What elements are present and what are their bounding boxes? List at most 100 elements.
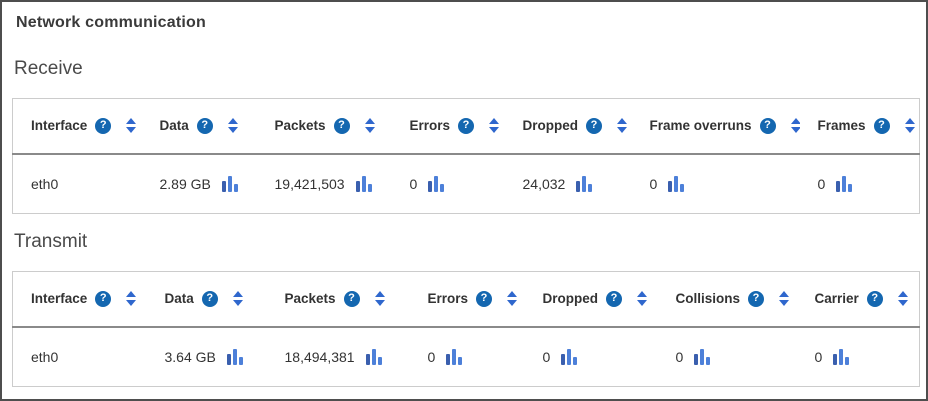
column-header-frame-overruns: Frame overruns ? — [631, 98, 800, 155]
sort-toggle-icon[interactable] — [790, 118, 800, 134]
column-header-collisions: Collisions ? — [657, 271, 797, 328]
sort-toggle-icon[interactable] — [126, 291, 137, 307]
sort-toggle-icon[interactable] — [779, 291, 790, 307]
column-label: Errors — [427, 291, 469, 307]
cell-value: 0 — [427, 348, 436, 365]
help-icon[interactable]: ? — [333, 117, 350, 134]
cell-dropped: 24,032 — [505, 154, 632, 214]
column-label: Packets — [284, 291, 336, 307]
column-header-interface: Interface ? — [12, 98, 142, 155]
column-label: Data — [164, 291, 194, 307]
column-label: Interface — [31, 291, 88, 307]
cell-interface: eth0 — [13, 154, 142, 214]
help-icon[interactable]: ? — [748, 290, 765, 307]
cell-dropped: 0 — [525, 327, 658, 387]
column-header-data: Data ? — [146, 271, 267, 328]
sort-toggle-icon[interactable] — [126, 118, 137, 134]
help-icon[interactable]: ? — [759, 117, 776, 134]
sort-toggle-icon[interactable] — [489, 118, 500, 134]
bar-chart-icon[interactable] — [576, 175, 593, 192]
cell-value: 0 — [814, 348, 823, 365]
cell-collisions: 0 — [658, 327, 797, 387]
help-icon[interactable]: ? — [95, 117, 112, 134]
cell-errors: 0 — [410, 327, 525, 387]
bar-chart-icon[interactable] — [221, 175, 238, 192]
cell-value: 18,494,381 — [284, 348, 355, 365]
cell-value: 24,032 — [522, 175, 566, 192]
bar-chart-icon[interactable] — [833, 348, 850, 365]
page-title: Network communication — [16, 14, 207, 31]
cell-packets: 19,421,503 — [257, 154, 392, 214]
transmit-table: Interface ? Data ? Packets ? — [12, 271, 920, 387]
column-label: Dropped — [522, 118, 579, 134]
column-header-packets: Packets ? — [256, 98, 392, 155]
sort-toggle-icon[interactable] — [374, 291, 385, 307]
column-header-dropped: Dropped ? — [504, 98, 632, 155]
bar-chart-icon[interactable] — [561, 348, 578, 365]
table-row: eth0 2.89 GB 19,421,503 — [13, 154, 920, 214]
cell-value: 3.64 GB — [164, 348, 216, 365]
cell-frames: 0 — [800, 154, 920, 214]
cell-value: 0 — [409, 175, 418, 192]
bar-chart-icon[interactable] — [226, 348, 243, 365]
column-header-dropped: Dropped ? — [524, 271, 658, 328]
sort-toggle-icon[interactable] — [617, 118, 627, 134]
help-icon[interactable]: ? — [196, 117, 213, 134]
cell-value: 19,421,503 — [274, 175, 345, 192]
bar-chart-icon[interactable] — [365, 348, 382, 365]
column-header-data: Data ? — [141, 98, 257, 155]
column-label: Frames — [817, 118, 866, 134]
column-label: Dropped — [542, 291, 599, 307]
bar-chart-icon[interactable] — [836, 175, 853, 192]
cell-value: 0 — [542, 348, 551, 365]
cell-frame-overruns: 0 — [632, 154, 800, 214]
column-header-carrier: Carrier ? — [796, 271, 920, 328]
sort-toggle-icon[interactable] — [232, 291, 243, 307]
cell-value: 0 — [675, 348, 684, 365]
cell-value: 2.89 GB — [159, 175, 211, 192]
cell-value: 0 — [817, 175, 826, 192]
help-icon[interactable]: ? — [201, 290, 218, 307]
help-icon[interactable]: ? — [586, 117, 602, 134]
column-label: Packets — [274, 118, 326, 134]
sort-toggle-icon[interactable] — [507, 291, 518, 307]
receive-header-row: Interface ? Data ? Packets ? — [12, 98, 920, 155]
column-label: Interface — [31, 118, 88, 134]
bar-chart-icon[interactable] — [355, 175, 372, 192]
column-label: Errors — [409, 118, 451, 134]
cell-value: eth0 — [31, 348, 59, 365]
column-header-packets: Packets ? — [266, 271, 410, 328]
help-icon[interactable]: ? — [866, 290, 883, 307]
cell-data: 2.89 GB — [142, 154, 257, 214]
cell-packets: 18,494,381 — [267, 327, 410, 387]
column-header-errors: Errors ? — [409, 271, 525, 328]
help-icon[interactable]: ? — [476, 290, 493, 307]
help-icon[interactable]: ? — [458, 117, 475, 134]
table-row: eth0 3.64 GB 18,494,381 — [13, 327, 920, 387]
receive-section-heading: Receive — [14, 58, 83, 79]
transmit-header-row: Interface ? Data ? Packets ? — [12, 271, 920, 328]
sort-toggle-icon[interactable] — [364, 118, 375, 134]
bar-chart-icon[interactable] — [668, 175, 685, 192]
cell-errors: 0 — [392, 154, 505, 214]
help-icon[interactable]: ? — [343, 290, 360, 307]
column-label: Data — [159, 118, 189, 134]
bar-chart-icon[interactable] — [446, 348, 463, 365]
sort-toggle-icon[interactable] — [637, 291, 647, 307]
bar-chart-icon[interactable] — [428, 175, 445, 192]
sort-toggle-icon[interactable] — [897, 291, 908, 307]
help-icon[interactable]: ? — [873, 117, 890, 134]
cell-value: 0 — [649, 175, 658, 192]
help-icon[interactable]: ? — [606, 290, 622, 307]
sort-toggle-icon[interactable] — [227, 118, 238, 134]
help-icon[interactable]: ? — [95, 290, 112, 307]
sort-toggle-icon[interactable] — [904, 118, 915, 134]
bar-chart-icon[interactable] — [694, 348, 711, 365]
cell-carrier: 0 — [797, 327, 920, 387]
cell-interface: eth0 — [13, 327, 147, 387]
column-label: Carrier — [814, 291, 859, 307]
receive-table: Interface ? Data ? Packets ? — [12, 98, 920, 214]
transmit-section-heading: Transmit — [14, 231, 88, 252]
column-label: Frame overruns — [649, 118, 752, 134]
